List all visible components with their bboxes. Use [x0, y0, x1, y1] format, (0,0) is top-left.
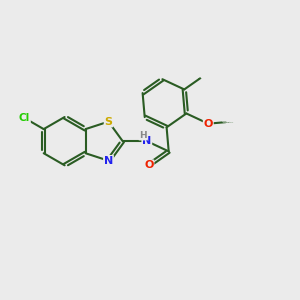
Text: S: S: [104, 117, 112, 127]
Text: O: O: [144, 160, 154, 170]
Text: methoxy: methoxy: [223, 122, 229, 123]
Text: O: O: [204, 119, 213, 129]
Text: N: N: [104, 156, 113, 166]
Text: H: H: [139, 131, 147, 140]
Text: methoxy: methoxy: [222, 122, 229, 123]
Text: methyl: methyl: [198, 78, 203, 79]
Text: Cl: Cl: [19, 113, 30, 123]
Text: methoxy: methoxy: [228, 122, 234, 123]
Text: N: N: [142, 136, 152, 146]
